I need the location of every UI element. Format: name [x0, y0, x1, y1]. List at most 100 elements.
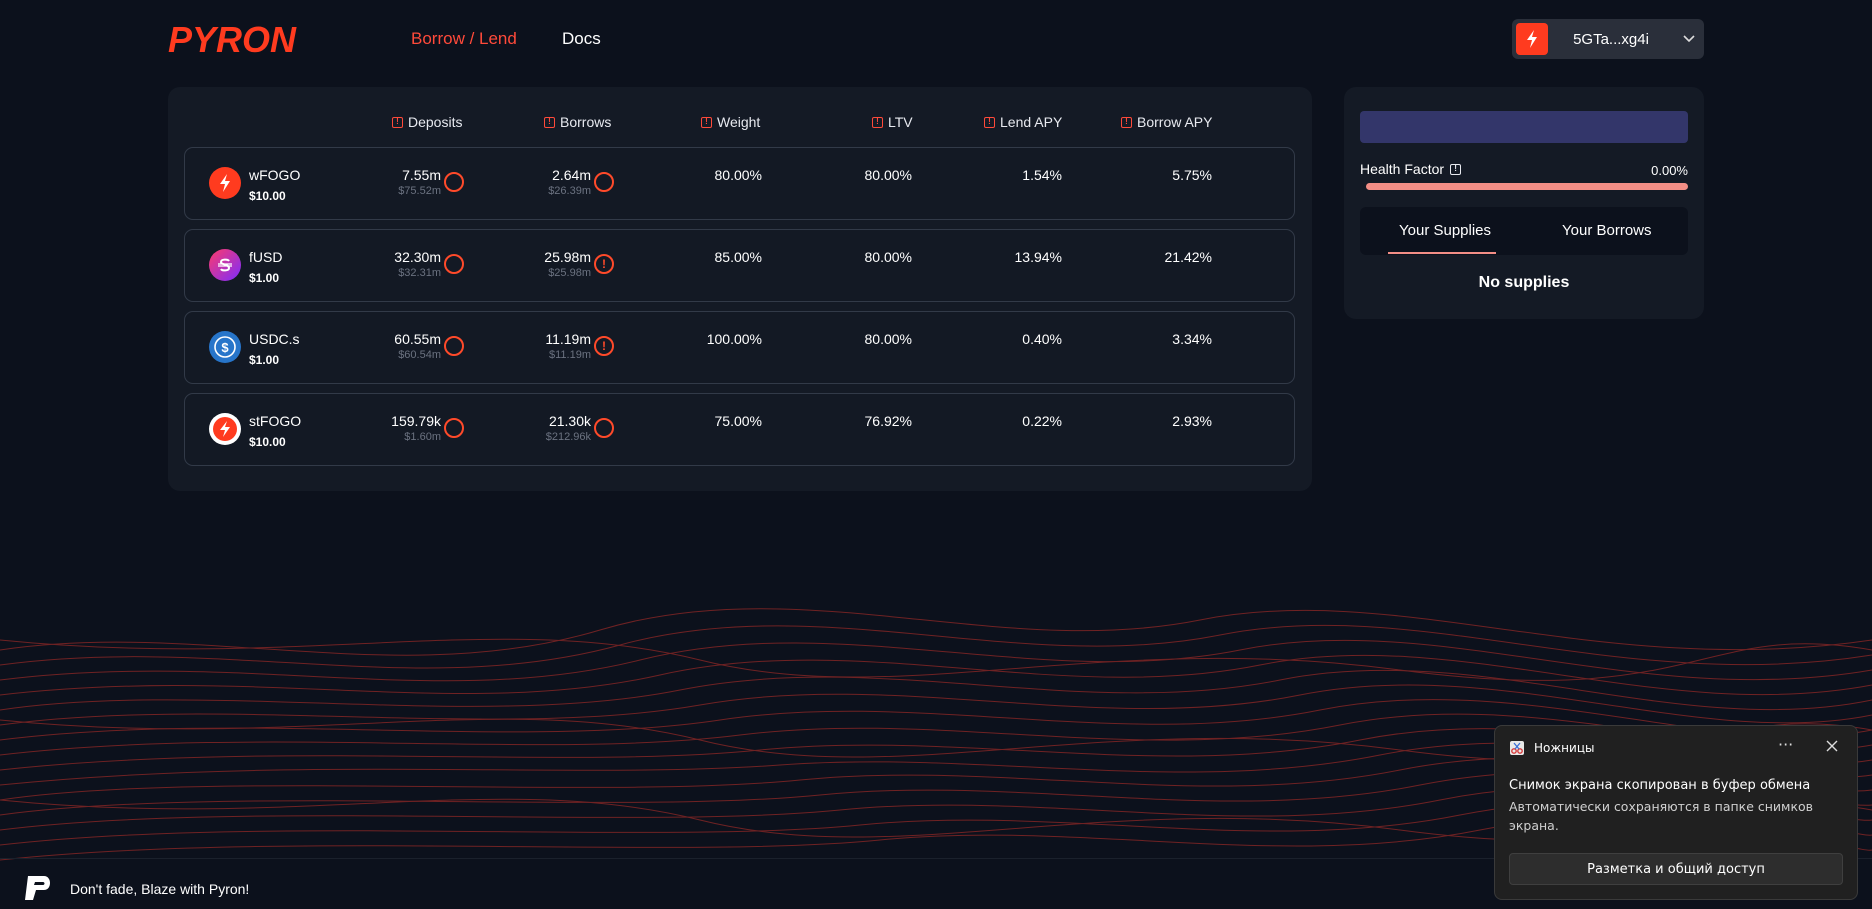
markets-table: ! Deposits ! Borrows ! Weight ! LTV ! Le…	[168, 87, 1312, 491]
toast-title: Снимок экрана скопирован в буфер обмена	[1509, 778, 1811, 793]
deposits-utilization-ring	[444, 172, 464, 192]
lend-apy-value: 1.54%	[1022, 167, 1062, 183]
deposits-usd: $32.31m	[398, 267, 441, 279]
top-header: PYRON Borrow / Lend Docs 5GTa...xg4i	[0, 0, 1872, 80]
close-icon[interactable]	[1823, 737, 1841, 755]
wallet-address: 5GTa...xg4i	[1573, 30, 1649, 48]
token-price: $1.00	[249, 353, 280, 367]
snipping-tool-icon	[1510, 741, 1524, 755]
empty-state-text: No supplies	[1478, 274, 1570, 291]
deposits-value: 7.55m	[402, 167, 441, 183]
wfogo-token-icon	[209, 167, 241, 199]
info-icon: !	[544, 116, 555, 128]
health-factor-label: Health Factor !	[1360, 161, 1462, 177]
info-icon[interactable]: !	[1450, 163, 1462, 175]
chevron-down-icon	[1674, 35, 1704, 43]
footer: Don't fade, Blaze with Pyron!	[0, 858, 1872, 909]
deposits-usd: $75.52m	[398, 185, 441, 197]
account-panel: Health Factor ! 0.00% Your Supplies Your…	[1344, 87, 1704, 319]
info-icon: !	[872, 116, 883, 128]
token-name: stFOGO	[249, 413, 302, 429]
borrow-apy-value: 5.75%	[1172, 167, 1212, 183]
ltv-value: 80.00%	[864, 331, 912, 347]
ltv-value: 76.92%	[864, 413, 912, 429]
stfogo-token-icon	[209, 413, 241, 445]
lend-apy-value: 0.40%	[1022, 331, 1062, 347]
table-row[interactable]: stFOGO $10.00 159.79k $1.60m 21.30k $212…	[184, 393, 1295, 466]
col-deposits[interactable]: ! Deposits	[392, 114, 462, 130]
borrows-value: 25.98m	[544, 249, 591, 265]
ltv-value: 80.00%	[864, 249, 912, 265]
token-name: USDC.s	[249, 331, 300, 347]
borrow-apy-value: 21.42%	[1164, 249, 1212, 265]
health-factor-bar	[1366, 183, 1688, 190]
nav-docs[interactable]: Docs	[562, 29, 601, 48]
deposits-value: 32.30m	[394, 249, 441, 265]
tab-your-supplies[interactable]: Your Supplies	[1399, 222, 1492, 239]
svg-text:PYRON: PYRON	[168, 20, 297, 60]
borrows-warning-icon: !	[594, 254, 614, 274]
more-options-icon[interactable]: ···	[1778, 735, 1794, 754]
borrows-value: 11.19m	[545, 331, 591, 347]
position-tabs: Your Supplies Your Borrows	[1360, 207, 1688, 255]
weight-value: 75.00%	[714, 413, 762, 429]
toast-body: Автоматически сохраняются в папке снимко…	[1509, 799, 1814, 833]
deposits-utilization-ring	[444, 254, 464, 274]
deposits-value: 159.79k	[391, 413, 441, 429]
deposits-utilization-ring	[444, 336, 464, 356]
lend-apy-value: 0.22%	[1022, 413, 1062, 429]
footer-tagline: Don't fade, Blaze with Pyron!	[70, 881, 250, 897]
token-price: $10.00	[249, 435, 286, 449]
borrows-warning-icon: !	[594, 336, 614, 356]
wallet-button[interactable]: 5GTa...xg4i	[1512, 19, 1704, 59]
markup-share-button[interactable]: Разметка и общий доступ	[1509, 853, 1843, 885]
weight-value: 80.00%	[714, 167, 762, 183]
deposits-usd: $60.54m	[398, 349, 441, 361]
token-name: fUSD	[249, 249, 283, 265]
info-icon: !	[1121, 116, 1132, 128]
table-row[interactable]: $ USDC.s $1.00 60.55m $60.54m 11.19m $11…	[184, 311, 1295, 384]
ltv-value: 80.00%	[864, 167, 912, 183]
account-summary-bar	[1360, 111, 1688, 143]
col-weight[interactable]: ! Weight	[701, 114, 760, 130]
svg-text:$: $	[221, 340, 229, 355]
token-name: wFOGO	[249, 167, 301, 183]
weight-value: 85.00%	[714, 249, 762, 265]
snipping-tool-notification[interactable]: Ножницы ··· Снимок экрана скопирован в б…	[1494, 725, 1858, 900]
borrows-value: 2.64m	[552, 167, 591, 183]
col-borrow-apy[interactable]: ! Borrow APY	[1121, 114, 1212, 130]
token-price: $10.00	[249, 189, 286, 203]
borrows-usd: $212.96k	[545, 431, 591, 443]
tab-your-borrows[interactable]: Your Borrows	[1562, 222, 1652, 239]
borrow-apy-value: 2.93%	[1172, 413, 1212, 429]
col-borrows[interactable]: ! Borrows	[544, 114, 611, 130]
borrows-usd: $11.19m	[549, 349, 591, 361]
deposits-value: 60.55m	[394, 331, 441, 347]
borrows-value: 21.30k	[548, 413, 591, 429]
deposits-utilization-ring	[444, 418, 464, 438]
col-lend-apy[interactable]: ! Lend APY	[984, 114, 1062, 130]
token-price: $1.00	[249, 271, 280, 285]
pyron-logo[interactable]: PYRON	[168, 20, 318, 60]
table-row[interactable]: fUSD $1.00 32.30m $32.31m 25.98m $25.98m…	[184, 229, 1295, 302]
borrows-utilization-ring	[594, 418, 614, 438]
pyron-p-logo[interactable]	[22, 874, 54, 902]
col-ltv[interactable]: ! LTV	[872, 114, 913, 130]
nav-borrow-lend[interactable]: Borrow / Lend	[411, 29, 517, 48]
info-icon: !	[392, 116, 403, 128]
fusd-token-icon	[209, 249, 241, 281]
info-icon: !	[701, 116, 712, 128]
active-tab-indicator	[1388, 252, 1496, 254]
borrows-usd: $26.39m	[548, 185, 591, 197]
lend-apy-value: 13.94%	[1014, 249, 1062, 265]
borrows-utilization-ring	[594, 172, 614, 192]
toast-app-name: Ножницы	[1534, 741, 1595, 755]
fogo-icon	[1516, 23, 1548, 55]
usdc-token-icon: $	[209, 331, 241, 363]
borrow-apy-value: 3.34%	[1172, 331, 1212, 347]
health-factor-value: 0.00%	[1651, 163, 1688, 178]
deposits-usd: $1.60m	[404, 431, 441, 443]
weight-value: 100.00%	[706, 331, 762, 347]
table-row[interactable]: wFOGO $10.00 7.55m $75.52m 2.64m $26.39m…	[184, 147, 1295, 220]
info-icon: !	[984, 116, 995, 128]
